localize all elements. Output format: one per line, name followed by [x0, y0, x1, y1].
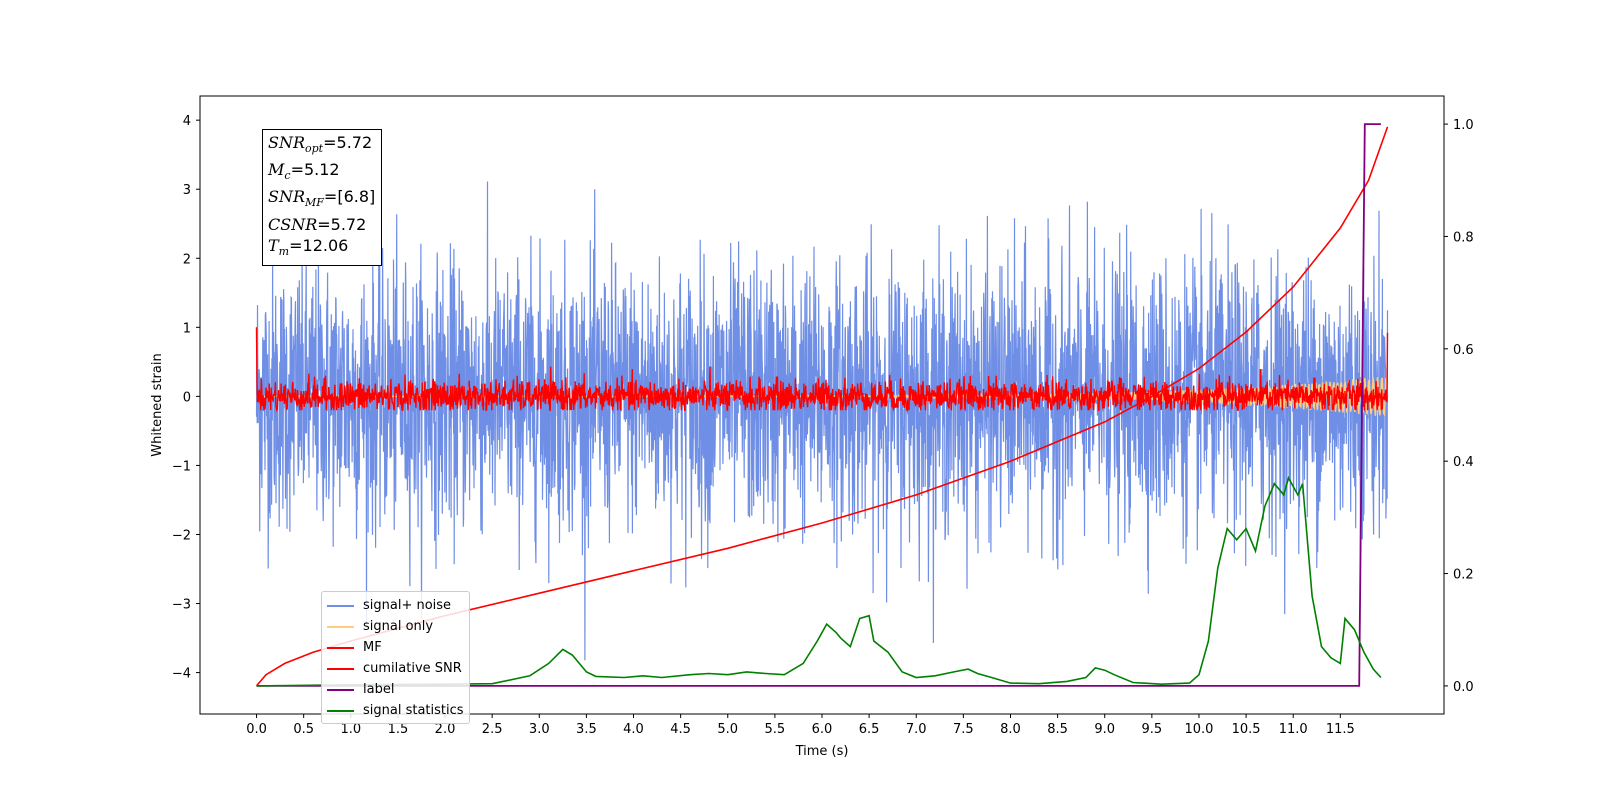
x-tick-label: 1.5 [388, 722, 409, 737]
legend-item: signal+ noise [327, 595, 464, 616]
legend-item: MF [327, 637, 464, 658]
y2-tick-label: 0.2 [1453, 568, 1474, 583]
series-cumulative-snr-line [255, 126, 1389, 687]
x-tick-label: 5.5 [765, 722, 786, 737]
x-tick-label: 3.0 [529, 722, 550, 737]
series-label-line [256, 123, 1381, 687]
y-tick-label: 0 [183, 390, 191, 405]
x-tick-label: 4.5 [670, 722, 691, 737]
x-axis-label: Time (s) [795, 744, 849, 759]
series-signal-statistics-line [256, 475, 1382, 687]
x-tick-label: 7.5 [953, 722, 974, 737]
legend-item: signal statistics [327, 700, 464, 721]
series-signal-noise-line [255, 181, 1389, 661]
y2-tick-label: 1.0 [1453, 118, 1474, 133]
legend-swatch [327, 688, 354, 691]
snr-annotation-box: SNRopt=5.72 Mc=5.12 SNRMF=[6.8] CSNR=5.7… [262, 129, 383, 266]
y2-tick-label: 0.6 [1453, 343, 1474, 358]
legend-swatch [327, 604, 354, 607]
legend-swatch [327, 709, 354, 712]
x-tick-label: 10.0 [1184, 722, 1213, 737]
legend-swatch [327, 667, 354, 670]
x-tick-label: 6.0 [812, 722, 833, 737]
x-tick-label: 11.0 [1279, 722, 1308, 737]
y2-tick-label: 0.4 [1453, 455, 1474, 470]
legend-swatch [327, 646, 354, 649]
x-tick-label: 9.5 [1142, 722, 1163, 737]
x-tick-label: 8.5 [1047, 722, 1068, 737]
y-tick-label: −1 [172, 459, 191, 474]
y2-tick-label: 0.8 [1453, 230, 1474, 245]
y-tick-label: 1 [183, 321, 191, 336]
series-mf-line [255, 327, 1389, 413]
y-tick-label: −2 [172, 528, 191, 543]
y-axis-label: Whitened strain [150, 353, 165, 456]
x-tick-label: 10.5 [1232, 722, 1261, 737]
legend-item: signal only [327, 616, 464, 637]
x-tick-label: 7.0 [906, 722, 927, 737]
x-tick-label: 2.5 [482, 722, 503, 737]
mc-line: Mc=5.12 [268, 160, 340, 183]
y-tick-label: −3 [172, 598, 191, 613]
legend-item: label [327, 679, 464, 700]
x-tick-label: 8.0 [1000, 722, 1021, 737]
x-tick-label: 2.0 [435, 722, 456, 737]
y2-tick-label: 0.0 [1453, 680, 1474, 695]
x-tick-label: 3.5 [576, 722, 597, 737]
y-tick-label: −4 [172, 667, 191, 682]
tm-line: Tm=12.06 [268, 235, 349, 258]
legend: signal+ noise signal only MF cumilative … [321, 591, 470, 724]
x-tick-label: 0.0 [246, 722, 267, 737]
legend-swatch [327, 625, 354, 628]
x-tick-label: 11.5 [1326, 722, 1355, 737]
csnr-line: CSNR=5.72 [268, 214, 367, 234]
legend-item: cumilative SNR [327, 658, 464, 679]
x-tick-label: 4.0 [623, 722, 644, 737]
x-tick-label: 1.0 [340, 722, 361, 737]
x-tick-label: 9.0 [1094, 722, 1115, 737]
snr-opt-line: SNRopt=5.72 [268, 133, 373, 156]
y-tick-label: 2 [183, 252, 191, 267]
x-tick-label: 6.5 [859, 722, 880, 737]
y-tick-label: 4 [183, 114, 191, 129]
snr-mf-line: SNRMF=[6.8] [268, 187, 376, 210]
y-tick-label: 3 [183, 183, 191, 198]
x-tick-label: 0.5 [293, 722, 314, 737]
x-tick-label: 5.0 [717, 722, 738, 737]
